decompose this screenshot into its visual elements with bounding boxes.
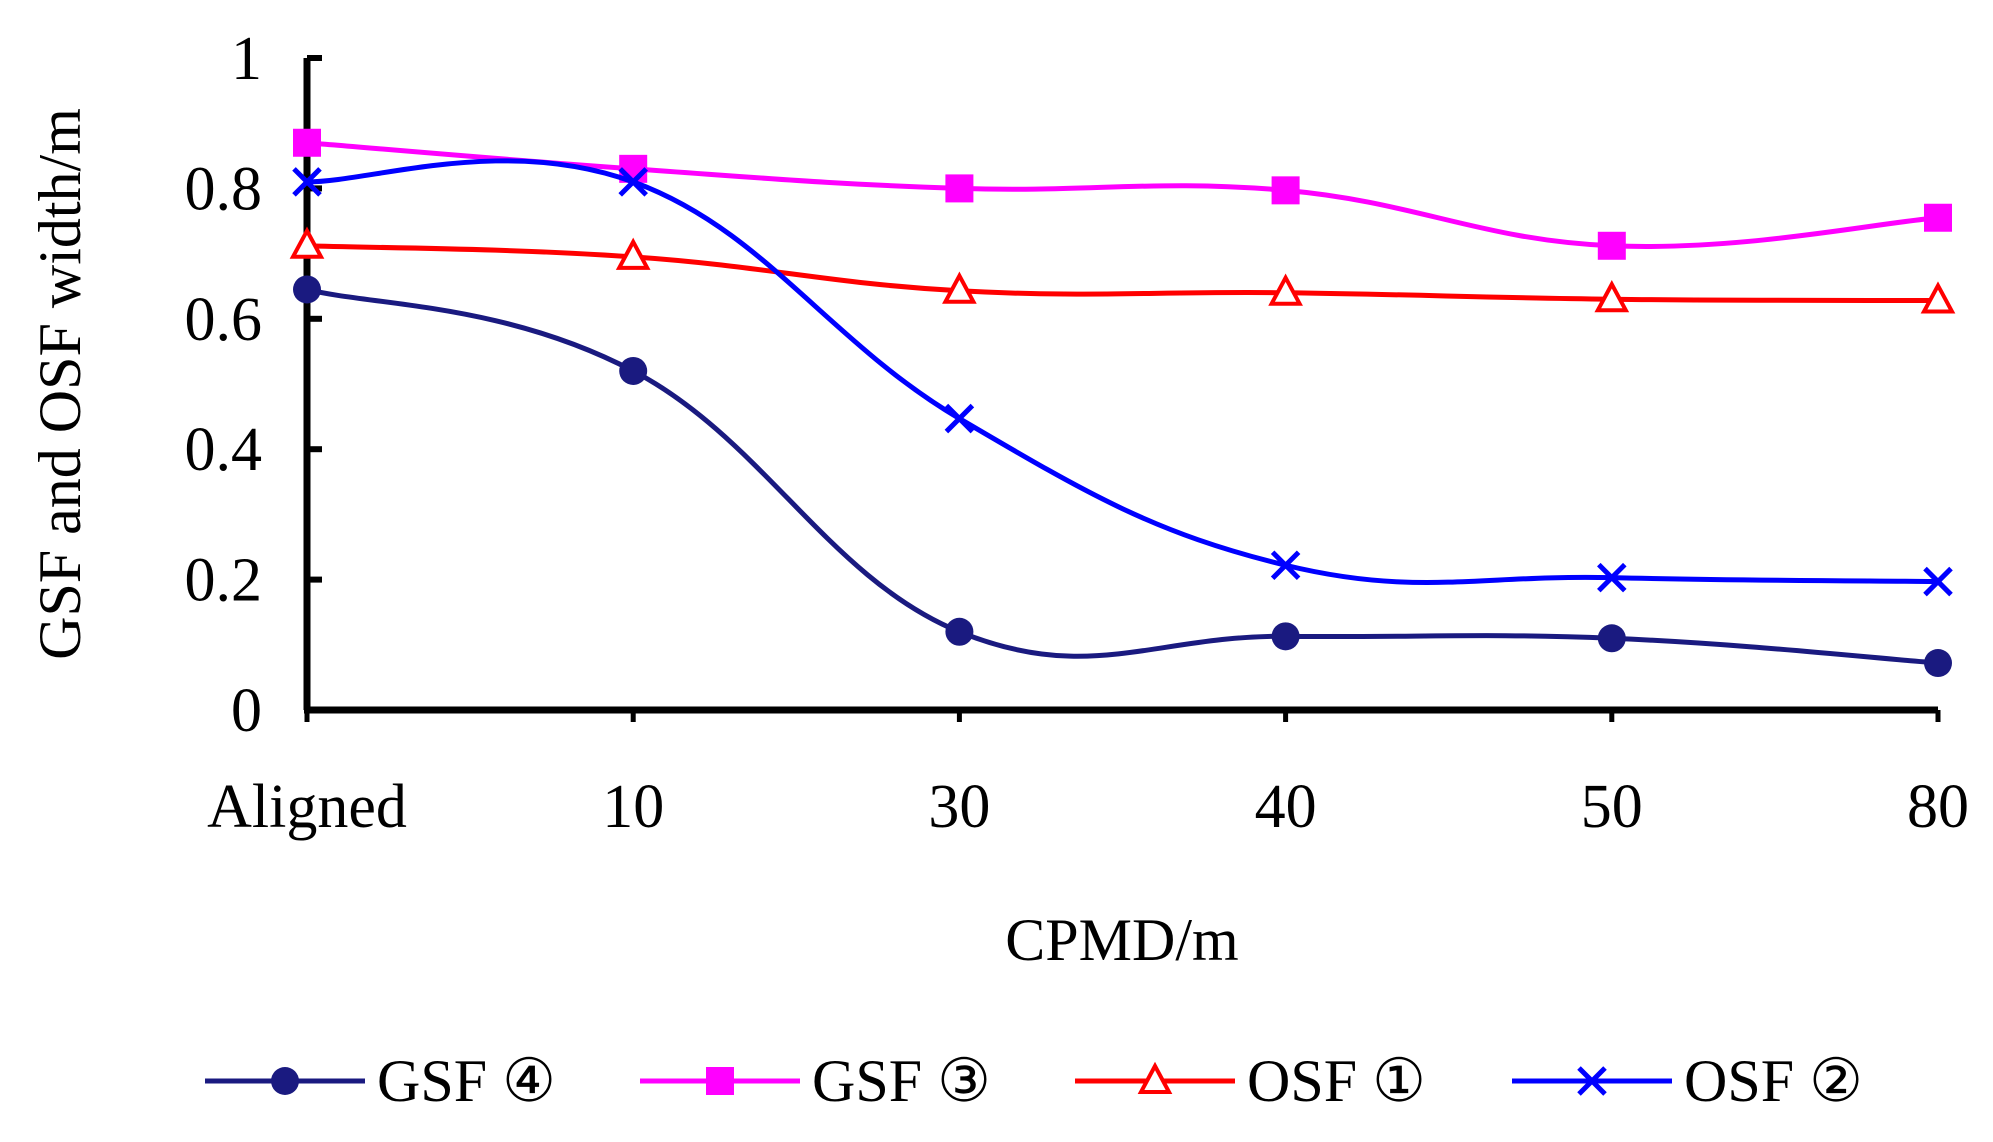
legend-item: GSF ③ (640, 1048, 991, 1114)
x-axis-ticks: Aligned 10 30 40 50 80 (207, 710, 1969, 841)
legend-item: GSF ④ (205, 1048, 556, 1114)
legend-marker (706, 1067, 734, 1095)
x-axis-title: CPMD/m (1005, 907, 1238, 973)
data-point (945, 174, 974, 203)
data-point (1597, 562, 1627, 593)
series-group (289, 128, 1956, 678)
series-1 (293, 128, 1952, 260)
data-point (945, 617, 974, 646)
data-point (289, 226, 325, 259)
y-tick-label: 0.4 (185, 416, 263, 484)
y-tick-label: 1 (231, 25, 262, 93)
legend-item: OSF ② (1512, 1048, 1863, 1114)
y-axis-ticks: 0 0.2 0.4 0.6 0.8 1 (185, 25, 322, 745)
data-point (1271, 176, 1300, 205)
data-point (1923, 566, 1953, 597)
data-point (942, 271, 977, 304)
data-point (293, 128, 321, 157)
x-tick-label: 30 (928, 773, 990, 841)
data-point (1924, 649, 1952, 678)
legend-label: OSF ① (1247, 1048, 1426, 1114)
x-tick-label: 40 (1255, 773, 1317, 841)
series-line (306, 243, 1939, 304)
legend-label: OSF ② (1684, 1048, 1863, 1114)
data-point (1594, 280, 1630, 313)
x-tick-label: 50 (1581, 773, 1643, 841)
y-tick-label: 0.2 (185, 547, 263, 615)
x-tick-label: 80 (1907, 773, 1969, 841)
series-3 (292, 158, 1953, 597)
y-axis-title: GSF and OSF width/m (27, 108, 93, 660)
data-point (292, 167, 322, 197)
y-tick-label: 0.6 (185, 286, 263, 354)
data-point (1924, 203, 1952, 232)
y-tick-label: 0 (231, 677, 262, 745)
data-point (1268, 273, 1303, 306)
data-point (1270, 550, 1301, 581)
x-tick-label: 10 (602, 773, 664, 841)
data-point (944, 403, 975, 434)
series-line (306, 140, 1939, 249)
legend-marker (1577, 1066, 1607, 1096)
data-point (1597, 624, 1626, 653)
data-point (615, 237, 651, 270)
legend-label: GSF ④ (377, 1048, 556, 1114)
data-point (618, 167, 648, 197)
x-tick-label: Aligned (207, 773, 407, 841)
data-point (619, 356, 648, 385)
legend-marker (1137, 1061, 1173, 1094)
series-2 (289, 226, 1956, 314)
legend-marker (271, 1067, 299, 1095)
y-tick-label: 0.8 (185, 155, 263, 223)
data-point (1597, 231, 1626, 260)
data-point (1920, 281, 1956, 314)
legend: GSF ④ GSF ③ OSF ① OSF ② (205, 1048, 1863, 1114)
data-point (1271, 622, 1300, 651)
data-point (293, 275, 321, 304)
legend-item: OSF ① (1075, 1048, 1426, 1114)
series-line (306, 287, 1939, 666)
series-0 (293, 275, 1952, 678)
series-line (306, 158, 1939, 585)
legend-label: GSF ③ (812, 1048, 991, 1114)
